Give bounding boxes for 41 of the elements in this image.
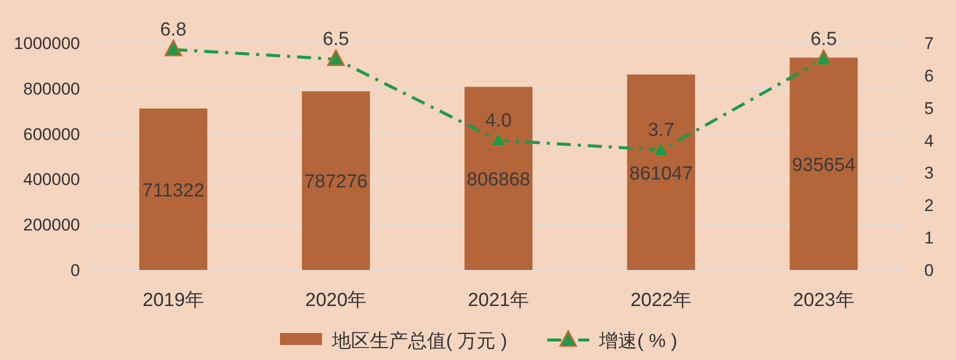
x-tick-label: 2021年: [468, 290, 530, 311]
y-tick-label: 800000: [23, 79, 80, 98]
x-tick-label: 2022年: [630, 290, 692, 311]
legend-label: 地区生产总值( 万元 ): [331, 331, 508, 352]
point: [164, 40, 182, 56]
x-tick-label: 2020年: [305, 290, 367, 311]
point: [490, 130, 508, 148]
y2-tick-label: 7: [924, 34, 934, 53]
data-label: 861047: [629, 163, 693, 184]
point: [327, 49, 345, 66]
bar: [139, 108, 208, 270]
y-tick-label: 400000: [23, 170, 80, 190]
data-label: 711322: [142, 180, 204, 202]
y2-tick-label: 1: [924, 228, 934, 248]
bar: [302, 91, 370, 270]
legend-label: 增速( % ): [598, 331, 678, 352]
data-label: 935654: [792, 154, 856, 176]
y-tick-label: 1000000: [14, 34, 80, 53]
y-tick-label: 0: [70, 261, 80, 280]
y2-tick-label: 4: [924, 131, 934, 150]
data-label: 6.5: [810, 29, 837, 50]
y2-tick-label: 0: [924, 261, 934, 280]
data-label: 4.0: [485, 110, 512, 132]
x-tick-label: 2023年: [793, 290, 854, 311]
bar: [790, 58, 858, 270]
y-tick-label: 600000: [23, 124, 80, 144]
y-tick-label: 200000: [23, 216, 80, 235]
data-label: 6.5: [322, 29, 350, 50]
y2-tick-label: 5: [924, 98, 934, 118]
bar: [627, 74, 696, 270]
data-label: 3.7: [648, 120, 674, 142]
x-tick-label: 2019年: [142, 290, 204, 311]
data-label: 787276: [304, 172, 368, 193]
bar: [464, 86, 532, 270]
y2-tick-label: 3: [924, 164, 934, 183]
point: [652, 140, 670, 157]
data-label: 6.8: [160, 19, 187, 40]
point: [814, 49, 832, 66]
y2-tick-label: 2: [924, 196, 934, 216]
y2-tick-label: 6: [924, 66, 934, 86]
data-label: 806868: [466, 169, 530, 190]
